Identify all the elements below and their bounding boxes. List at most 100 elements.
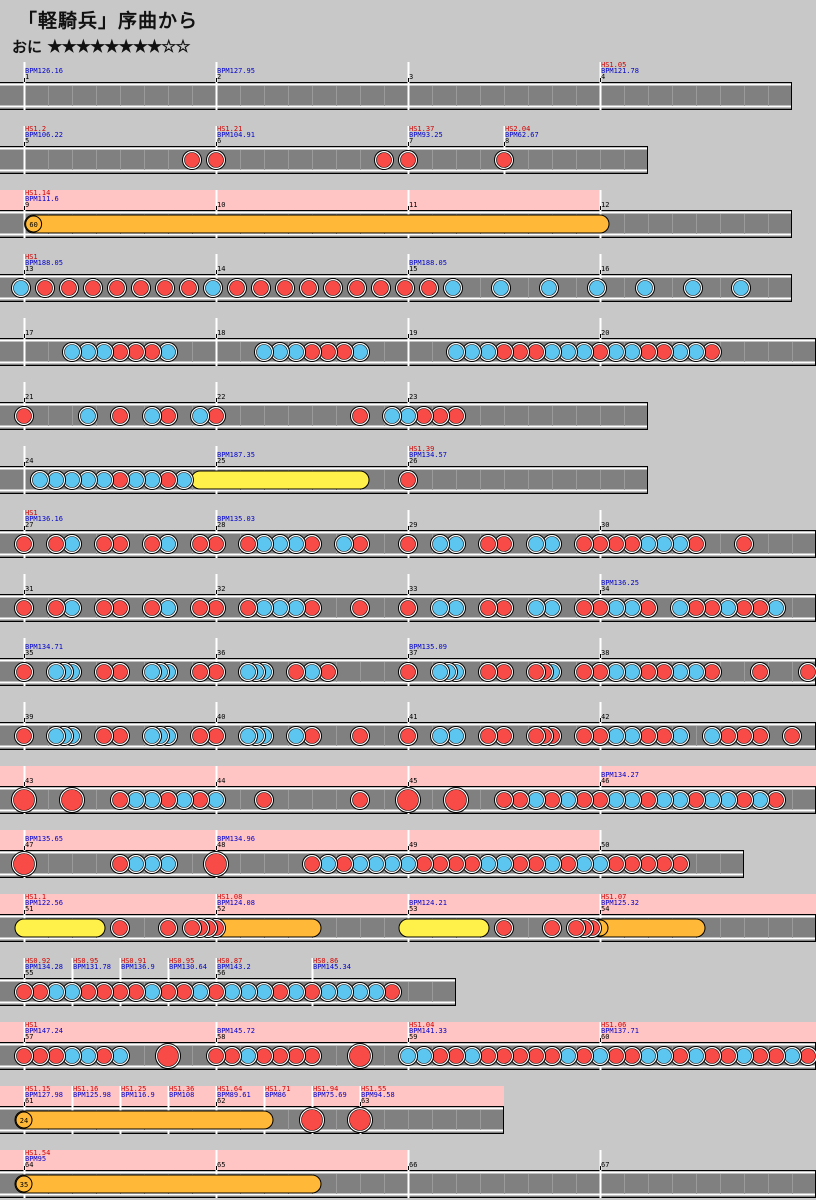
- note-face: [448, 600, 464, 616]
- ka-note: [526, 790, 547, 810]
- note-face: [304, 536, 320, 552]
- ka-note: [110, 1046, 130, 1066]
- don-note: [638, 726, 658, 746]
- note-face: [448, 344, 464, 360]
- ka-note: [77, 342, 98, 362]
- don-note: [686, 790, 706, 810]
- balloon-count: 24: [20, 1117, 28, 1125]
- bpm-label: BPM104.91: [217, 131, 255, 139]
- chart-row: HS1.2BPM106.225HS1.21BPM104.916HS1.37BPM…: [0, 125, 648, 174]
- ka-note: [286, 726, 307, 746]
- don-note: [302, 854, 322, 874]
- note-face: [400, 152, 416, 168]
- scroll-speed-label: HS1.07: [601, 893, 626, 901]
- note-face: [496, 856, 512, 872]
- don-note: [382, 982, 403, 1002]
- note-face: [96, 472, 112, 488]
- ka-note: [443, 278, 464, 298]
- note-face: [304, 856, 320, 872]
- note-face: [64, 344, 80, 360]
- note-face: [528, 344, 544, 360]
- measure-number: 13: [25, 265, 33, 273]
- note-face: [576, 1048, 592, 1064]
- note-face: [304, 600, 320, 616]
- note-face: [144, 600, 160, 616]
- note-face: [736, 792, 752, 808]
- note-face: [672, 600, 688, 616]
- note-face: [637, 280, 653, 296]
- note-face: [352, 856, 368, 872]
- measure-number: 36: [217, 649, 225, 657]
- don-note: [478, 726, 499, 746]
- bpm-label: BPM143.2: [217, 963, 251, 971]
- note-face: [768, 600, 784, 616]
- scroll-speed-label: HS0.95: [73, 957, 98, 965]
- note-face: [608, 600, 624, 616]
- don-note: [509, 1046, 530, 1066]
- ka-note: [158, 854, 178, 874]
- note-face: [128, 984, 144, 1000]
- note-face: [229, 280, 245, 296]
- ka-note: [142, 470, 163, 490]
- ka-note: [491, 278, 512, 298]
- note-face: [544, 1048, 560, 1064]
- note-face: [256, 984, 272, 1000]
- highlight-band: [0, 190, 600, 210]
- ka-note: [173, 470, 194, 490]
- measure-number: 16: [601, 265, 609, 273]
- note-face: [432, 600, 448, 616]
- don-note: [638, 854, 658, 874]
- measure-number: 33: [409, 585, 417, 593]
- note-face: [624, 664, 640, 680]
- ka-note: [62, 1046, 82, 1066]
- note-face: [48, 472, 64, 488]
- note-face: [448, 1048, 464, 1064]
- note-face: [720, 792, 736, 808]
- note-face: [336, 344, 352, 360]
- note-face: [560, 344, 576, 360]
- ka-note: [587, 278, 608, 298]
- note-face: [672, 728, 688, 744]
- big-note: [347, 1107, 373, 1133]
- note-face: [48, 728, 64, 744]
- don-note: [494, 150, 514, 170]
- measure-number: 29: [409, 521, 417, 529]
- don-note: [566, 918, 586, 938]
- note-face: [432, 728, 448, 744]
- scroll-speed-label: HS0.87: [217, 957, 242, 965]
- bpm-label: BPM134.96: [217, 835, 255, 843]
- note-face: [32, 1048, 48, 1064]
- note-face: [592, 1048, 608, 1064]
- measure-number: 56: [217, 969, 225, 977]
- bpm-label: BPM141.33: [409, 1027, 447, 1035]
- note-face: [528, 856, 544, 872]
- ka-note: [635, 278, 656, 298]
- don-note: [446, 1046, 466, 1066]
- don-note: [670, 1046, 691, 1066]
- ka-note: [350, 854, 370, 874]
- measure-number: 34: [601, 585, 609, 593]
- scroll-speed-label: HS1.14: [25, 189, 50, 197]
- don-note: [701, 342, 722, 362]
- note-face: [253, 280, 269, 296]
- scroll-speed-label: HS1.2: [25, 125, 46, 133]
- ka-note: [731, 278, 752, 298]
- note-face: [640, 1048, 656, 1064]
- don-note: [206, 150, 226, 170]
- bpm-label: BPM125.32: [601, 899, 639, 907]
- scroll-speed-label: HS1.04: [409, 1021, 434, 1029]
- don-note: [574, 598, 595, 618]
- note-face: [109, 280, 125, 296]
- scroll-speed-label: HS1.15: [25, 1085, 50, 1093]
- ka-note: [686, 662, 706, 682]
- don-note: [83, 278, 104, 298]
- measure-number: 41: [409, 713, 417, 721]
- don-note: [701, 662, 722, 682]
- note-face: [720, 728, 736, 744]
- note-face: [400, 472, 416, 488]
- note-face: [496, 920, 512, 936]
- bpm-label: BPM135.03: [217, 515, 255, 523]
- bpm-label: BPM130.64: [169, 963, 207, 971]
